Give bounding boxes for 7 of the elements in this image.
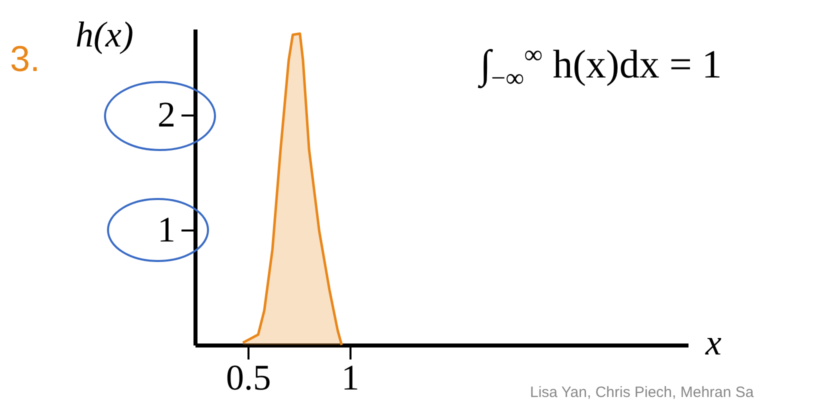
chart-title: 3. [10, 38, 40, 79]
x-axis-title: x [704, 322, 722, 362]
y-tick-label: 2 [158, 94, 176, 135]
annotation: ∫$_{−∞}$$^{∞}$ h(x)dx = 1 [480, 40, 722, 94]
y-axis-title: h(x) [76, 14, 134, 54]
text: Lisa Yan, Chris Piech, Mehran Sa [530, 384, 754, 401]
x-tick-label: 0.5 [226, 358, 271, 398]
